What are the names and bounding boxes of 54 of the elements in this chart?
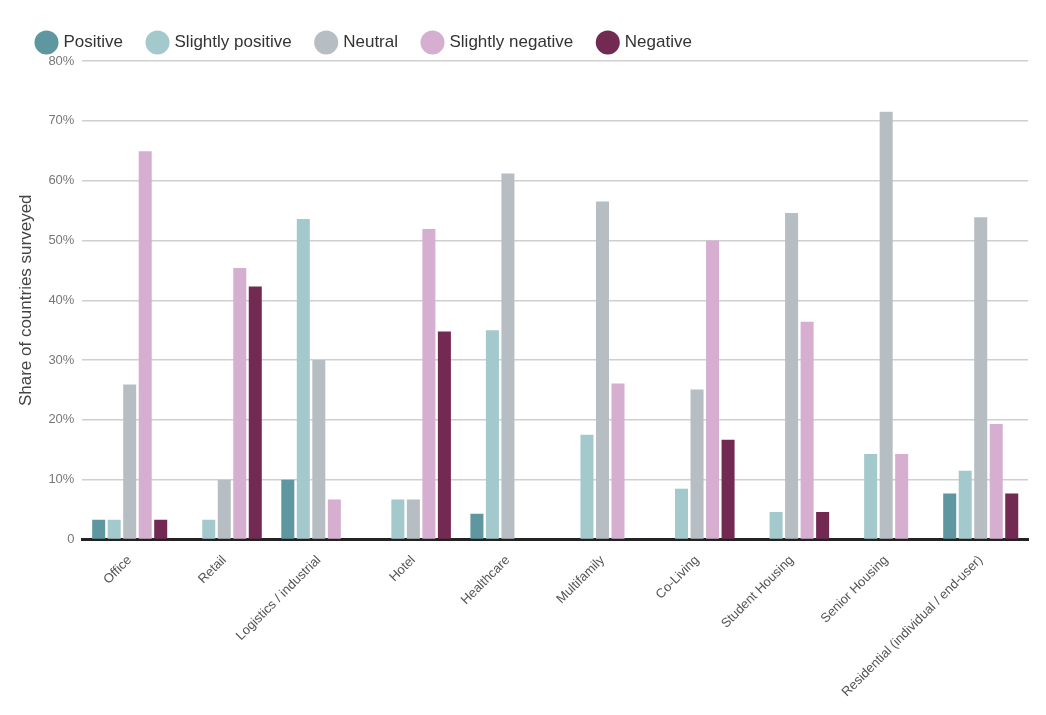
bar — [501, 173, 515, 539]
bar — [312, 360, 326, 539]
bar — [296, 218, 310, 539]
bar — [327, 499, 341, 539]
legend-label: Slightly negative — [449, 32, 574, 52]
bar — [974, 217, 988, 539]
bar — [202, 519, 216, 539]
bar — [706, 240, 720, 539]
bar — [958, 470, 972, 539]
bar — [437, 331, 451, 539]
y-tick-label: 20% — [48, 411, 75, 427]
y-tick-label: 80% — [48, 52, 75, 68]
bar — [611, 383, 625, 539]
bar — [675, 488, 689, 539]
legend-label: Positive — [63, 32, 124, 52]
bar — [785, 212, 799, 539]
y-axis-title: Share of countries surveyed — [15, 194, 35, 407]
bar — [485, 330, 499, 539]
y-tick-label: 0 — [67, 531, 75, 547]
bar — [1005, 493, 1019, 539]
y-tick-label: 60% — [48, 172, 75, 188]
bar — [123, 384, 137, 539]
bar — [233, 267, 247, 539]
legend-label: Neutral — [343, 32, 398, 52]
bar — [470, 513, 484, 539]
bar — [281, 479, 295, 539]
bar — [989, 424, 1003, 539]
bar — [879, 111, 893, 539]
bar — [422, 229, 436, 539]
bar — [800, 321, 814, 539]
bar — [406, 499, 420, 539]
bar — [391, 499, 405, 539]
bar — [580, 434, 594, 539]
bar — [721, 439, 735, 539]
y-tick-label: 30% — [48, 351, 75, 367]
bar — [769, 512, 783, 539]
y-tick-label: 40% — [48, 291, 75, 307]
bar — [690, 389, 704, 539]
bar — [92, 519, 106, 539]
y-tick-label: 70% — [48, 112, 75, 128]
bar — [107, 519, 121, 539]
bar — [138, 151, 152, 539]
bar — [217, 479, 231, 539]
legend-label: Negative — [624, 32, 692, 52]
bar — [943, 493, 957, 539]
bar — [595, 201, 609, 539]
bar — [895, 454, 909, 539]
legend-label: Slightly positive — [174, 32, 292, 52]
bar — [248, 286, 262, 539]
bar — [816, 512, 830, 539]
y-tick-label: 10% — [48, 471, 75, 487]
bar — [864, 454, 878, 539]
y-tick-label: 50% — [48, 232, 75, 248]
bar — [154, 519, 168, 539]
